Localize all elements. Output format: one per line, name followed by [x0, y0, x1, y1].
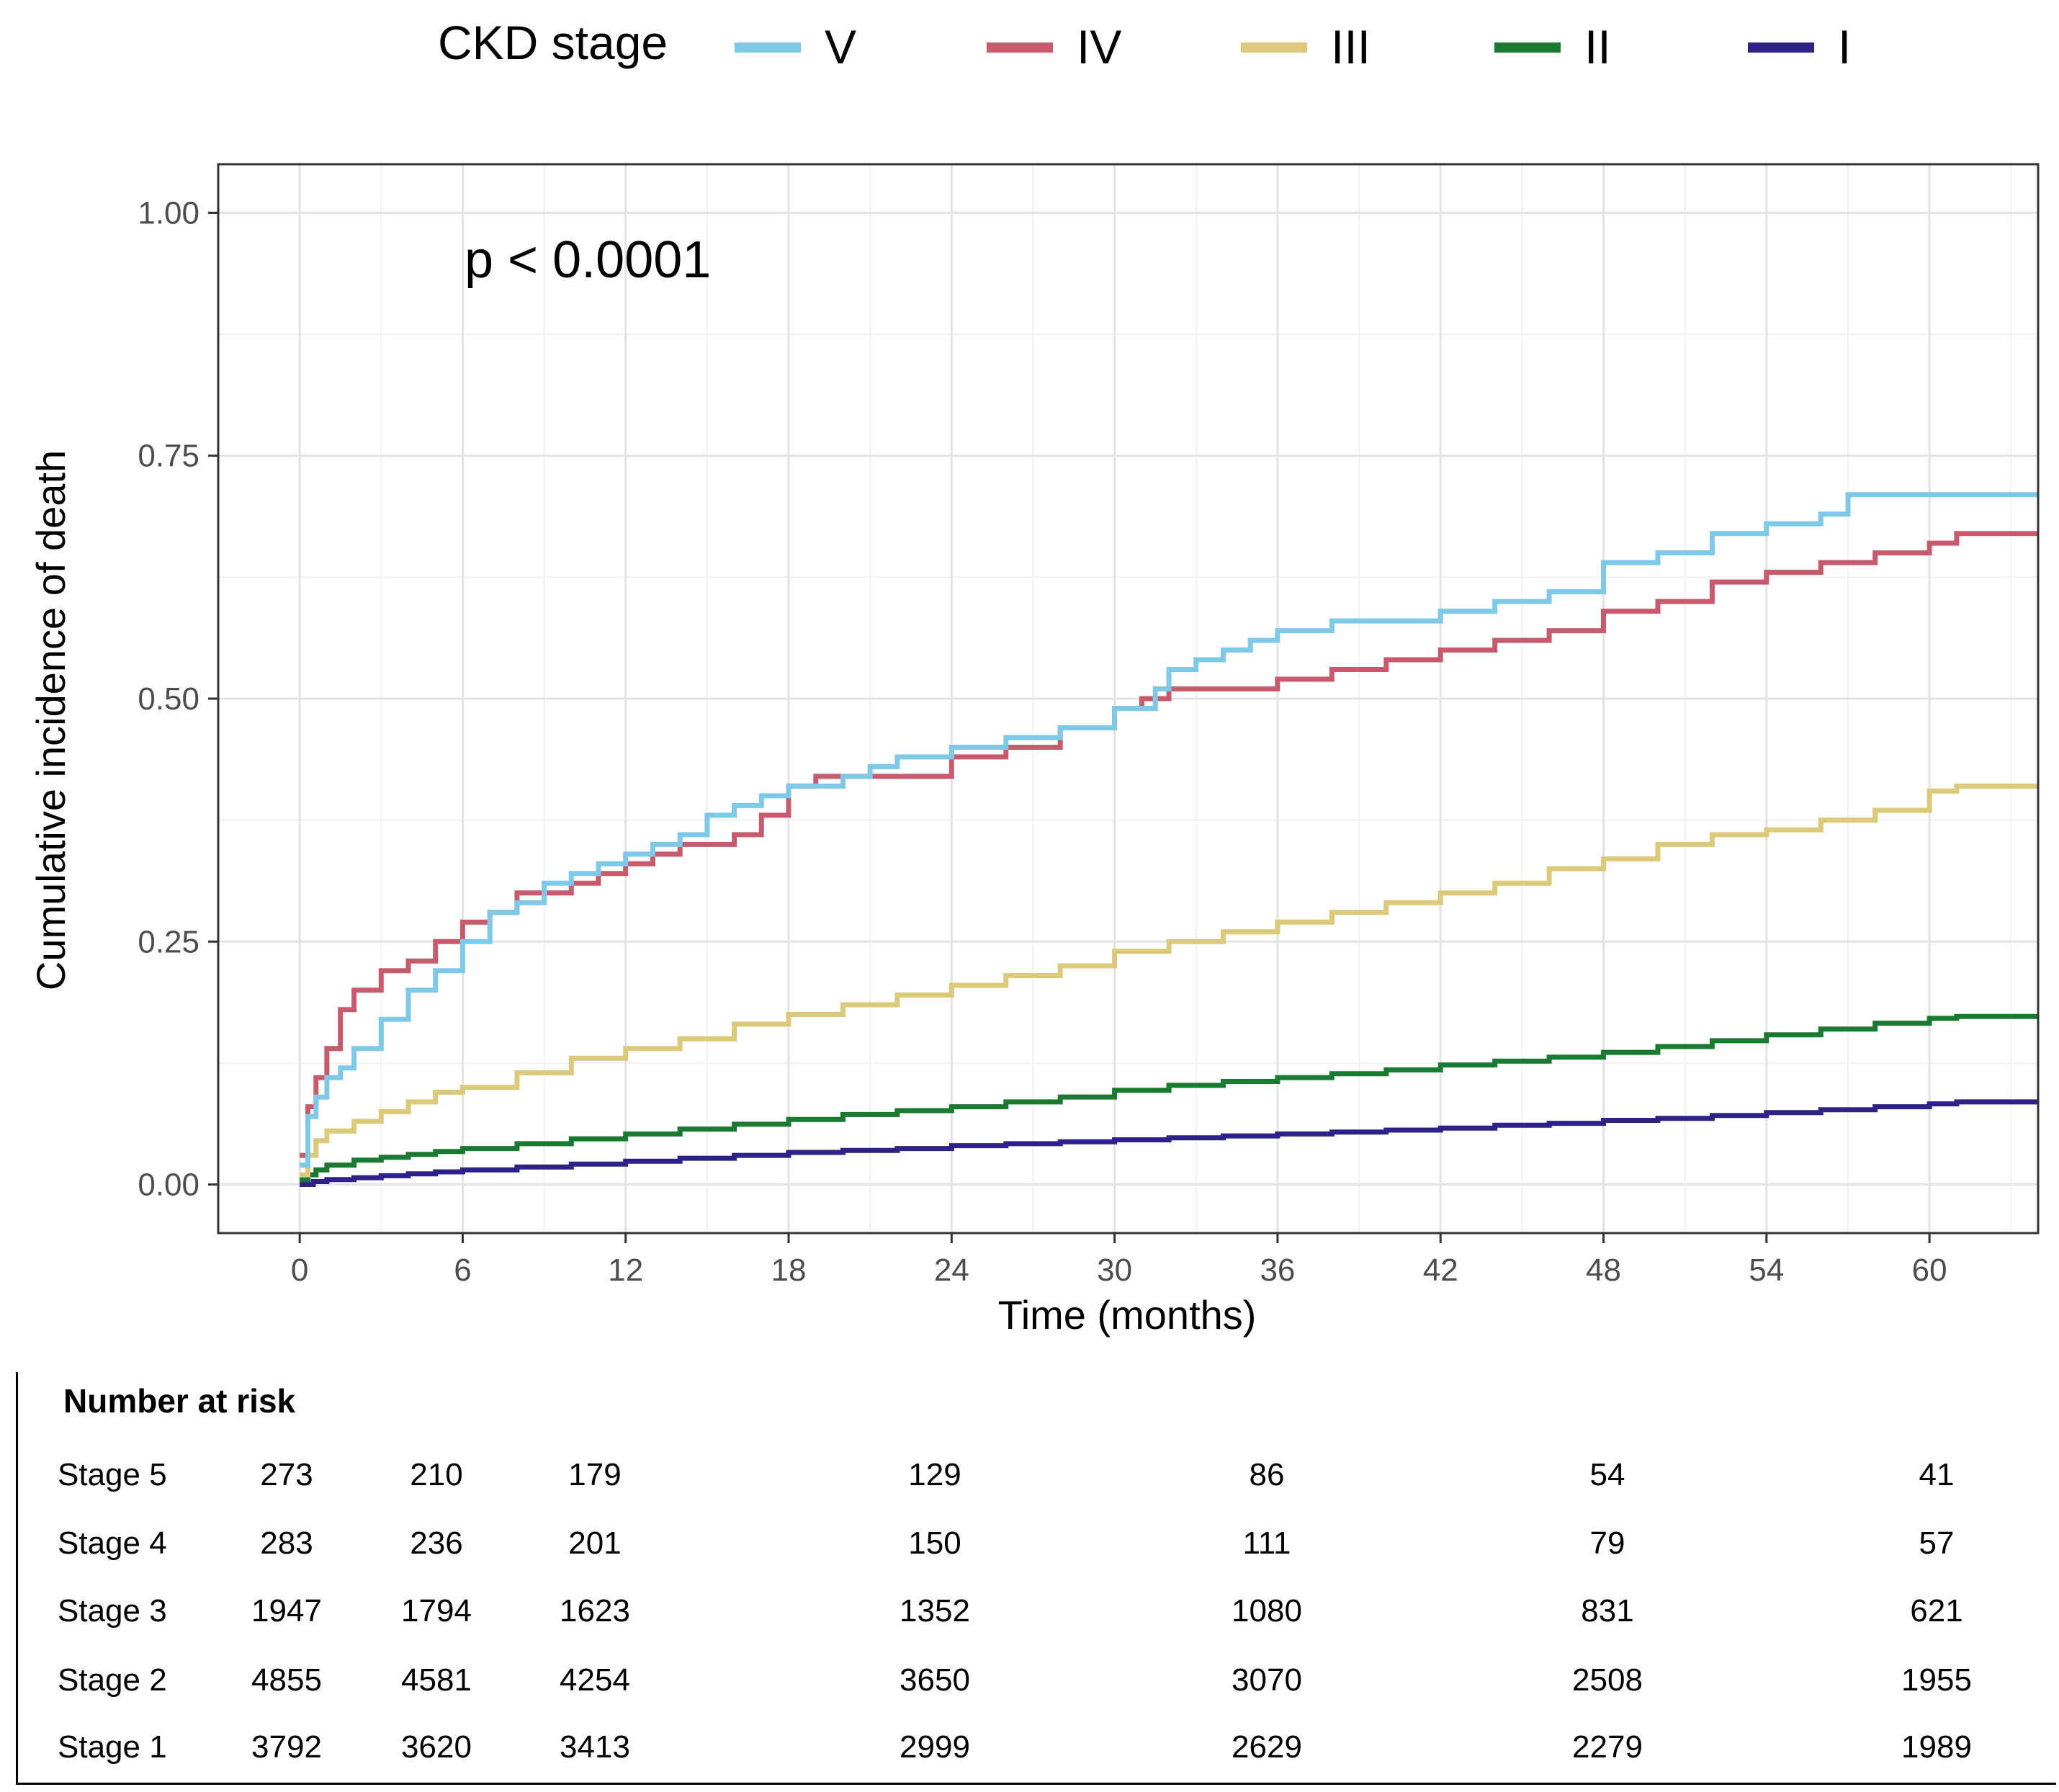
y-axis: 0.00 0.25 0.50 0.75 1.00	[138, 195, 218, 1203]
series-line-stage-iii	[300, 783, 2038, 1178]
risk-cell: 1080	[1232, 1593, 1302, 1629]
y-tick-label: 0.50	[138, 681, 199, 717]
x-tick-label: 24	[934, 1253, 969, 1288]
risk-row-label: Stage 1	[58, 1729, 167, 1765]
risk-cell: 4254	[560, 1662, 630, 1698]
risk-cell: 1955	[1901, 1662, 1972, 1698]
series-line-stage-i	[300, 1099, 2038, 1187]
legend-title: CKD stage	[438, 16, 668, 69]
risk-row-label: Stage 4	[58, 1526, 167, 1561]
risk-cell: 2508	[1572, 1662, 1643, 1698]
x-tick-label: 42	[1423, 1253, 1458, 1288]
series-line-stage-v	[300, 492, 2038, 1168]
risk-table-title: Number at risk	[63, 1382, 296, 1420]
risk-cell: 86	[1249, 1457, 1285, 1492]
risk-cell: 1947	[251, 1593, 322, 1629]
series-line-stage-ii	[300, 1013, 2038, 1183]
risk-cell: 1352	[900, 1593, 970, 1629]
y-tick-label: 1.00	[138, 195, 199, 230]
risk-cell: 236	[410, 1526, 463, 1561]
legend-label-i: I	[1838, 20, 1851, 73]
risk-cell: 57	[1919, 1526, 1955, 1561]
risk-cell: 1989	[1901, 1729, 1972, 1765]
series-layer	[300, 492, 2038, 1187]
legend-label-iv: IV	[1077, 20, 1121, 73]
risk-cell: 621	[1910, 1593, 1963, 1629]
legend-label-iii: III	[1331, 20, 1371, 73]
risk-cell: 3620	[401, 1729, 472, 1765]
x-tick-label: 18	[771, 1253, 807, 1288]
risk-cell: 1794	[401, 1593, 472, 1629]
risk-cell: 4581	[401, 1662, 472, 1698]
risk-cell: 3070	[1232, 1662, 1302, 1698]
p-value-annotation: p < 0.0001	[465, 231, 711, 289]
risk-cell: 2629	[1232, 1729, 1302, 1765]
risk-cell: 283	[260, 1526, 313, 1561]
risk-cell: 1623	[560, 1593, 630, 1629]
legend-label-ii: II	[1584, 20, 1611, 73]
risk-cell: 2279	[1572, 1729, 1643, 1765]
x-axis-label: Time (months)	[998, 1292, 1257, 1338]
risk-cell: 273	[260, 1457, 313, 1492]
x-tick-label: 30	[1097, 1253, 1132, 1288]
risk-cell: 3792	[251, 1729, 322, 1765]
risk-cell: 210	[410, 1457, 463, 1492]
risk-cell: 54	[1589, 1457, 1625, 1492]
risk-cell: 4855	[251, 1662, 322, 1698]
legend-label-v: V	[825, 20, 856, 73]
risk-cell: 3650	[900, 1662, 970, 1698]
risk-cell: 111	[1242, 1526, 1291, 1561]
risk-row-label: Stage 2	[58, 1662, 167, 1698]
x-tick-label: 6	[454, 1253, 471, 1288]
risk-row-label: Stage 3	[58, 1593, 167, 1629]
risk-cell: 201	[568, 1526, 622, 1561]
y-tick-label: 0.25	[138, 924, 199, 959]
risk-row-label: Stage 5	[58, 1457, 167, 1492]
legend: CKD stage V IV III II I	[438, 16, 1851, 73]
risk-cell: 79	[1589, 1526, 1625, 1561]
x-tick-label: 36	[1260, 1253, 1295, 1288]
x-tick-label: 54	[1749, 1253, 1784, 1288]
risk-cell: 179	[568, 1457, 622, 1492]
risk-cell: 831	[1581, 1593, 1634, 1629]
y-tick-label: 0.75	[138, 439, 199, 474]
x-axis: 0 6 12 18 24 30 36 42 48 54 60	[291, 1233, 1947, 1288]
x-tick-label: 0	[291, 1253, 308, 1288]
x-tick-label: 12	[608, 1253, 643, 1288]
risk-cell: 2999	[900, 1729, 970, 1765]
y-tick-label: 0.00	[138, 1168, 199, 1203]
risk-cell: 3413	[560, 1729, 630, 1765]
cumulative-incidence-chart: CKD stage V IV III II I 0 6 12 18 24 30 36 42 48 54 60 …	[28, 16, 2040, 1338]
risk-cell: 41	[1919, 1457, 1955, 1492]
x-tick-label: 60	[1912, 1253, 1947, 1288]
grid-major	[218, 164, 2038, 1233]
risk-table-frame	[16, 1372, 2056, 1785]
x-tick-label: 48	[1586, 1253, 1621, 1288]
risk-cell: 129	[908, 1457, 961, 1492]
risk-cell: 150	[908, 1526, 961, 1561]
y-axis-label: Cumulative incidence of death	[28, 450, 73, 990]
